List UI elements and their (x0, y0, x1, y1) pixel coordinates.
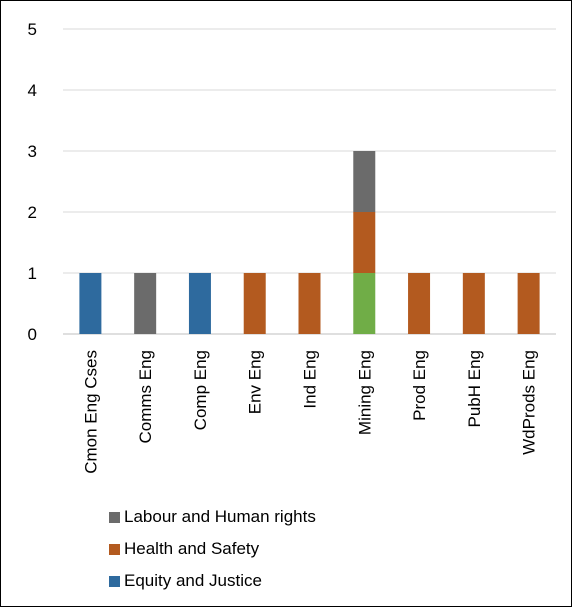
bars (79, 151, 540, 334)
legend-label: Equity and Justice (124, 571, 262, 590)
bar-segment (134, 273, 157, 334)
bar-segment (353, 151, 376, 212)
bar-chart: 0 1 2 3 4 5 Cmon Eng Cses Comms Eng Comp Eng Env… (28, 20, 556, 474)
bar-segment (462, 273, 485, 334)
y-tick-label: 3 (28, 142, 37, 161)
legend-item: Health and Safety (109, 533, 316, 565)
legend: Labour and Human rights Health and Safety… (109, 501, 316, 597)
bar-segment (188, 273, 211, 334)
x-category-label: Comms Eng (136, 350, 155, 444)
bar-segment (353, 273, 376, 334)
x-category-label: Comp Eng (191, 350, 210, 430)
x-category-label: PubH Eng (465, 350, 484, 428)
bar-segment (243, 273, 266, 334)
bar-segment (79, 273, 102, 334)
y-tick-label: 4 (28, 81, 37, 100)
bar-segment (408, 273, 431, 334)
x-category-label: WdProds Eng (520, 350, 539, 455)
x-category-label: Prod Eng (410, 350, 429, 421)
legend-label: Health and Safety (124, 539, 260, 558)
y-tick-label: 0 (28, 325, 37, 344)
bar-segment (298, 273, 321, 334)
y-tick-label: 1 (28, 264, 37, 283)
y-axis-ticks: 0 1 2 3 4 5 (28, 20, 37, 344)
legend-swatch (109, 511, 120, 523)
x-category-label: Ind Eng (301, 350, 320, 409)
x-category-label: Env Eng (246, 350, 265, 414)
y-tick-label: 5 (28, 20, 37, 39)
legend-item: Labour and Human rights (109, 501, 316, 533)
bar-segment (353, 212, 376, 273)
x-category-label: Cmon Eng Cses (81, 350, 100, 474)
x-category-label: Mining Eng (355, 350, 374, 435)
legend-swatch (109, 575, 120, 587)
x-axis-labels: Cmon Eng Cses Comms Eng Comp Eng Env Eng Ind… (81, 350, 538, 474)
legend-label: Labour and Human rights (124, 507, 316, 526)
legend-swatch (109, 543, 120, 555)
y-tick-label: 2 (28, 203, 37, 222)
legend-item: Equity and Justice (109, 565, 316, 597)
bar-segment (517, 273, 540, 334)
